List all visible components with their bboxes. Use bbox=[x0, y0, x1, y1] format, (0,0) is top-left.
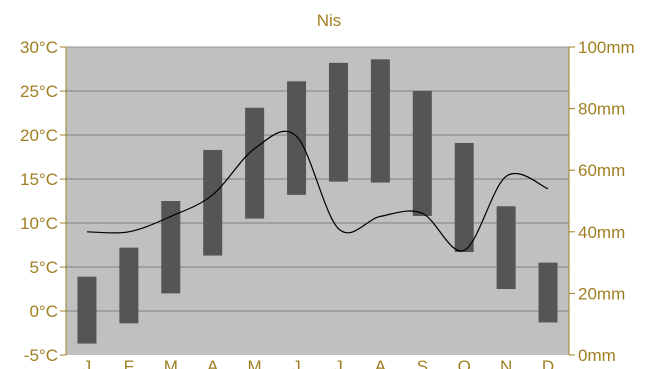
temperature-bar bbox=[77, 276, 97, 344]
left-tick-label: 30°C bbox=[20, 38, 58, 57]
left-axis-ticks: -5°C 0°C 5°C 10°C 15°C 20°C 25°C 30°C bbox=[20, 38, 66, 365]
plot-area bbox=[66, 47, 569, 355]
temperature-bar bbox=[538, 262, 558, 323]
month-label: O bbox=[458, 357, 471, 369]
right-tick-label: 20mm bbox=[578, 284, 625, 303]
right-tick-label: 0mm bbox=[578, 346, 616, 365]
month-label: F bbox=[124, 357, 134, 369]
left-tick-label: -5°C bbox=[24, 346, 58, 365]
temperature-bar bbox=[454, 142, 474, 253]
temperature-bar bbox=[203, 149, 223, 256]
month-label: J bbox=[334, 357, 343, 369]
chart-title: Nis bbox=[317, 11, 342, 30]
month-label: N bbox=[500, 357, 512, 369]
month-label: A bbox=[207, 357, 219, 369]
left-tick-label: 25°C bbox=[20, 82, 58, 101]
right-tick-label: 80mm bbox=[578, 100, 625, 119]
left-tick-label: 15°C bbox=[20, 170, 58, 189]
temperature-bar bbox=[245, 107, 265, 219]
month-label: J bbox=[83, 357, 92, 369]
month-label: S bbox=[417, 357, 428, 369]
temperature-bar bbox=[370, 59, 390, 183]
month-label: A bbox=[375, 357, 387, 369]
right-tick-label: 60mm bbox=[578, 161, 625, 180]
grid-lines bbox=[66, 90, 569, 312]
temperature-bar bbox=[161, 201, 181, 294]
right-tick-label: 40mm bbox=[578, 223, 625, 242]
temperature-bar bbox=[496, 206, 516, 289]
left-tick-label: 20°C bbox=[20, 126, 58, 145]
temperature-bar bbox=[119, 247, 139, 324]
right-tick-label: 100mm bbox=[578, 38, 635, 57]
temperature-bar bbox=[328, 62, 348, 182]
precipitation-line bbox=[86, 130, 549, 252]
left-tick-label: 5°C bbox=[29, 258, 58, 277]
month-label: J bbox=[292, 357, 301, 369]
left-tick-label: 10°C bbox=[20, 214, 58, 233]
month-label: M bbox=[248, 357, 262, 369]
left-tick-label: 0°C bbox=[29, 302, 58, 321]
temperature-bar bbox=[287, 81, 307, 195]
temperature-bars bbox=[77, 59, 558, 344]
right-axis-ticks: 0mm 20mm 40mm 60mm 80mm 100mm bbox=[569, 38, 635, 365]
month-label: M bbox=[164, 357, 178, 369]
temperature-bar bbox=[412, 91, 432, 216]
month-label: D bbox=[542, 357, 554, 369]
